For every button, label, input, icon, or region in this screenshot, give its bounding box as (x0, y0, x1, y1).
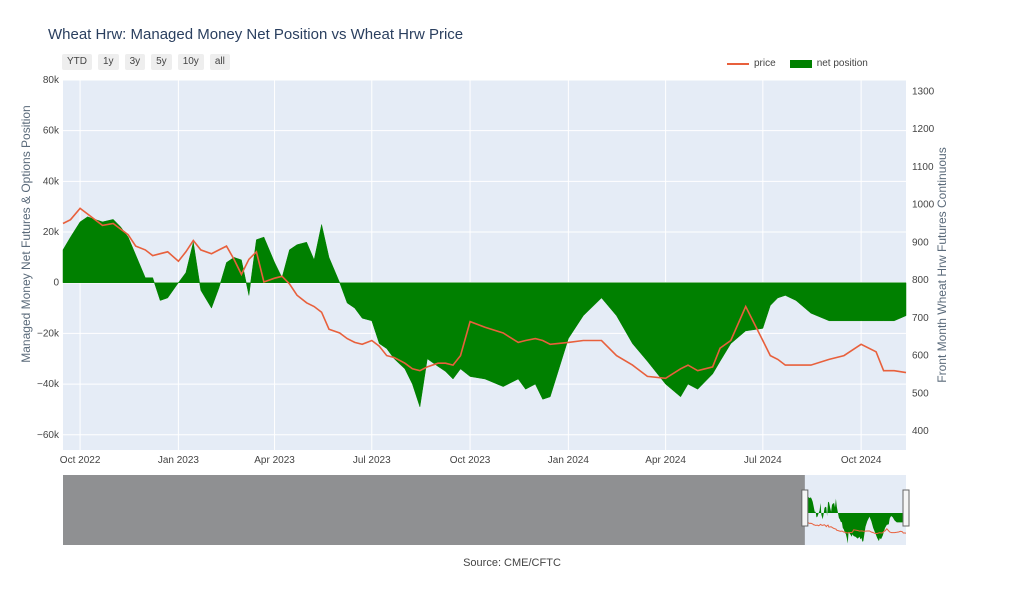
plot-background (63, 80, 906, 450)
y-right-tick-label: 800 (912, 275, 929, 286)
range-button-10y[interactable]: 10y (177, 54, 204, 70)
x-tick-label: Jan 2023 (158, 455, 200, 466)
y-right-tick-label: 900 (912, 237, 929, 248)
y-left-tick-label: 80k (43, 75, 60, 86)
range-selector: YTD 1y 3y 5y 10y all (62, 54, 230, 70)
range-button-3y[interactable]: 3y (124, 54, 146, 70)
x-tick-label: Oct 2022 (60, 455, 101, 466)
price-line (62, 207, 907, 380)
range-button-1y[interactable]: 1y (98, 54, 119, 70)
range-slider-net-position (804, 496, 906, 544)
x-tick-label: Jul 2024 (744, 455, 782, 466)
range-button-all[interactable]: all (209, 54, 230, 70)
y-right-tick-label: 400 (912, 426, 929, 437)
y-left-tick-label: −60k (37, 430, 60, 441)
y-left-tick-label: 60k (43, 126, 60, 137)
legend-swatch-price (727, 62, 749, 65)
legend-item-net-position[interactable]: net position (789, 58, 868, 69)
legend-label-net-position: net position (816, 58, 868, 69)
y-left-tick-label: 20k (43, 227, 60, 238)
y-right-tick-label: 1000 (912, 200, 935, 211)
range-slider-left-handle[interactable] (801, 489, 809, 527)
x-tick-label: Oct 2023 (450, 455, 491, 466)
x-tick-label: Apr 2023 (254, 455, 295, 466)
x-tick-label: Apr 2024 (645, 455, 686, 466)
y-right-tick-label: 1300 (912, 86, 935, 97)
range-slider-price (804, 521, 907, 535)
chart-title: Wheat Hrw: Managed Money Net Position vs… (48, 26, 464, 43)
y-right-tick-label: 700 (912, 313, 929, 324)
y-right-tick-label: 600 (912, 351, 929, 362)
x-tick-label: Jul 2023 (353, 455, 391, 466)
y-right-tick-label: 1100 (912, 162, 934, 173)
range-button-ytd[interactable]: YTD (62, 54, 92, 70)
source-note: Source: CME/CFTC (463, 557, 561, 569)
legend-label-price: price (754, 58, 776, 69)
range-button-5y[interactable]: 5y (151, 54, 172, 70)
legend-swatch-net-position (789, 59, 812, 68)
range-slider-mask (63, 475, 805, 545)
range-slider-right-handle[interactable] (902, 489, 910, 527)
y-left-tick-label: 0 (53, 278, 59, 289)
y-left-tick-label: −40k (37, 379, 60, 390)
y-left-tick-label: −20k (37, 328, 60, 339)
y-right-tick-label: 500 (912, 388, 929, 399)
y-left-tick-label: 40k (43, 176, 60, 187)
x-tick-label: Jan 2024 (548, 455, 590, 466)
x-tick-label: Oct 2024 (841, 455, 882, 466)
net-position-area (62, 216, 907, 407)
y-right-tick-label: 1200 (912, 124, 935, 135)
legend: price net position (727, 58, 868, 69)
legend-item-price[interactable]: price (727, 58, 776, 69)
